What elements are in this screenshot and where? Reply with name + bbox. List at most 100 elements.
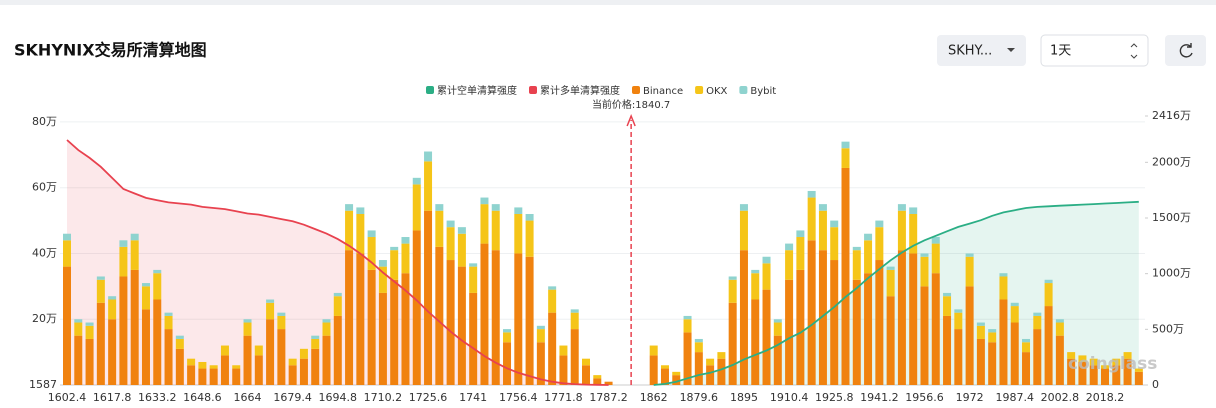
bar-segment	[717, 352, 726, 359]
y-tick-label: 20万	[32, 312, 57, 325]
bar-segment	[130, 240, 139, 270]
bar-segment	[469, 263, 478, 267]
legend-label: 累计多单清算强度	[540, 84, 620, 97]
legend-label: OKX	[706, 86, 727, 97]
bar-segment	[514, 253, 523, 385]
bar-segment	[999, 299, 1008, 385]
bar-segment	[751, 299, 760, 385]
bar-segment	[525, 213, 534, 221]
bar-segment	[976, 325, 985, 339]
y2-tick-label: 500万	[1152, 322, 1184, 335]
refresh-button[interactable]	[1165, 35, 1206, 66]
bar-segment	[582, 358, 590, 366]
bar-segment	[446, 260, 455, 385]
bar-segment	[1055, 335, 1064, 385]
bar-segment	[548, 286, 557, 290]
top-strip	[0, 0, 1216, 5]
bar-segment	[220, 345, 229, 356]
x-tick-label: 1862	[640, 391, 668, 404]
x-tick-label: 1710.2	[364, 391, 403, 404]
bar-segment	[356, 253, 365, 385]
bar-segment	[356, 207, 365, 214]
legend-swatch	[426, 86, 434, 94]
bar-segment	[785, 279, 794, 385]
y2-tick-label: 0	[1152, 378, 1159, 391]
bar-segment	[514, 207, 523, 214]
bar-segment	[525, 256, 534, 385]
bar-segment	[141, 309, 150, 385]
bar-segment	[886, 269, 895, 297]
bar-segment	[943, 315, 952, 385]
bar-segment	[1112, 365, 1121, 385]
bar-segment	[548, 289, 557, 313]
bar-segment	[266, 299, 275, 303]
interval-select[interactable]	[1040, 34, 1149, 67]
current-price-label: 当前价格:1840.7	[592, 98, 670, 111]
bar-segment	[96, 276, 105, 280]
bar-segment	[63, 240, 71, 267]
bar-segment	[311, 335, 320, 339]
bar-segment	[660, 368, 669, 385]
bar-segment	[232, 365, 241, 369]
bar-segment	[1044, 279, 1053, 284]
bar-segment	[728, 276, 737, 280]
bar-segment	[796, 237, 805, 270]
bar-segment	[311, 338, 320, 349]
bar-segment	[864, 273, 873, 385]
bar-segment	[390, 279, 399, 385]
x-tick-label: 1664	[234, 391, 262, 404]
bar-segment	[818, 250, 827, 385]
bar-segment	[852, 246, 861, 251]
area-fill	[653, 201, 1139, 385]
bar-segment	[1022, 352, 1031, 385]
bar-segment	[536, 342, 545, 385]
bar-segment	[209, 368, 218, 385]
bar-segment	[559, 345, 568, 356]
bar-segment	[401, 237, 410, 244]
bar-segment	[796, 230, 805, 238]
bar-segment	[187, 358, 196, 366]
x-tick-label: 1756.4	[499, 391, 538, 404]
bar-segment	[1044, 306, 1053, 385]
bar-segment	[864, 240, 873, 274]
bar-segment	[954, 309, 963, 313]
bar-segment	[1134, 368, 1143, 372]
bar-segment	[175, 338, 184, 349]
bar-segment	[931, 273, 940, 385]
bar-segment	[119, 240, 128, 247]
bar-segment	[412, 184, 421, 231]
bar-segment	[582, 365, 590, 385]
bar-segment	[424, 210, 433, 385]
x-tick-label: 1910.4	[770, 391, 809, 404]
bar-segment	[706, 358, 715, 366]
symbol-select[interactable]	[937, 35, 1026, 66]
bar-segment	[1010, 302, 1019, 307]
bar-segment	[728, 302, 737, 385]
bar-segment	[1101, 365, 1109, 369]
bar-segment	[254, 345, 263, 356]
bar-segment	[807, 197, 816, 241]
bar-segment	[818, 210, 827, 251]
bar-segment	[897, 210, 906, 251]
bar-segment	[1078, 361, 1087, 385]
bar-segment	[435, 246, 444, 385]
bar-segment	[333, 292, 342, 297]
bar-segment	[694, 342, 703, 353]
bar-segment	[153, 299, 162, 385]
bar-segment	[1010, 322, 1019, 385]
bar-segment	[153, 273, 162, 300]
bar-segment	[1044, 283, 1053, 307]
bar-segment	[119, 276, 128, 385]
bar-segment	[965, 256, 974, 287]
bar-segment	[762, 289, 771, 385]
x-tick-label: 1956.6	[905, 391, 944, 404]
bar-segment	[988, 329, 997, 333]
bar-segment	[1033, 329, 1042, 385]
bar-segment	[976, 322, 985, 326]
legend-label: 累计空单清算强度	[437, 84, 517, 97]
bar-segment	[424, 151, 433, 162]
bar-segment	[378, 266, 387, 293]
bar-segment	[378, 292, 387, 385]
bar-segment	[1010, 306, 1019, 323]
